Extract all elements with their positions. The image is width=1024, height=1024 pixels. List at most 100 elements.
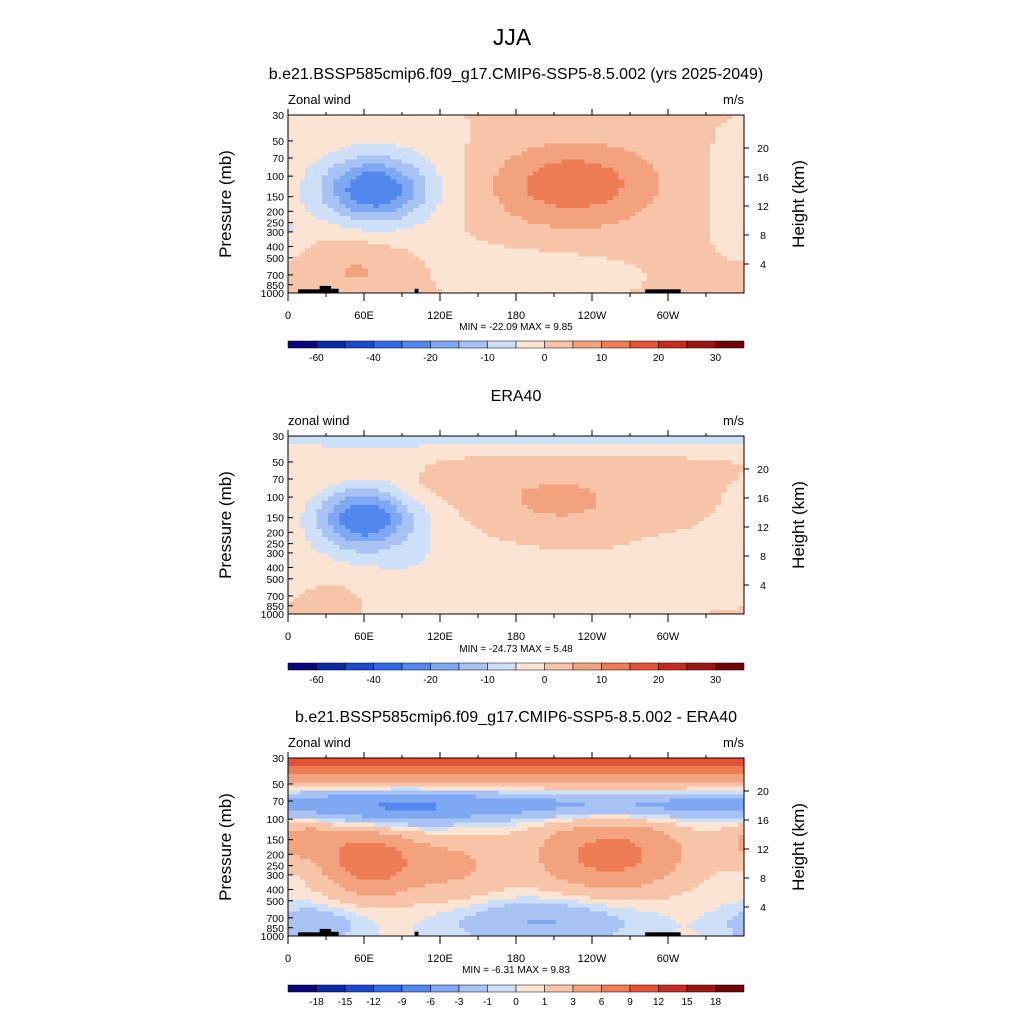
colorbar-box <box>373 340 403 349</box>
contour-cell <box>567 492 574 498</box>
contour-cell <box>419 212 426 217</box>
contour-cell <box>476 460 483 465</box>
contour-cell <box>316 448 323 453</box>
contour-cell <box>675 272 682 278</box>
contour-cell <box>538 147 546 153</box>
contour-cell <box>647 276 654 282</box>
contour-cell <box>510 480 517 486</box>
contour-cell <box>561 139 568 144</box>
contour-cell <box>339 191 346 197</box>
contour-cell <box>510 183 517 189</box>
contour-cell <box>419 228 426 233</box>
contour-cell <box>612 256 620 262</box>
contour-cell <box>527 476 534 482</box>
contour-cell <box>681 123 688 128</box>
contour-cell <box>447 452 454 457</box>
contour-cell <box>441 276 449 282</box>
contour-cell <box>476 208 483 213</box>
contour-cell <box>681 220 688 225</box>
contour-cell <box>419 195 426 201</box>
contour-cell <box>487 468 494 474</box>
contour-cell <box>584 232 591 237</box>
contour-cell <box>738 212 745 217</box>
contour-cell <box>601 268 608 274</box>
contour-cell <box>373 288 380 294</box>
contour-cell <box>367 191 375 197</box>
contour-cell <box>544 460 551 465</box>
contour-cell <box>367 220 375 225</box>
contour-cell <box>687 472 694 478</box>
contour-cell <box>618 272 625 278</box>
contour-cell <box>356 496 363 502</box>
contour-cell <box>595 224 603 229</box>
contour-cell <box>402 216 409 221</box>
contour-cell <box>595 163 603 169</box>
contour-cell <box>407 127 414 132</box>
contour-cell <box>390 175 397 181</box>
contour-cell <box>316 496 323 502</box>
contour-cell <box>510 244 517 250</box>
contour-cell <box>350 216 357 221</box>
contour-cell <box>675 468 682 474</box>
contour-cell <box>447 480 454 486</box>
contour-cell <box>498 151 506 157</box>
contour-cell <box>567 252 574 258</box>
contour-cell <box>675 204 682 209</box>
contour-cell <box>299 248 306 254</box>
contour-cell <box>305 272 312 278</box>
contour-cell <box>669 280 677 286</box>
contour-cell <box>396 115 403 120</box>
contour-cell <box>641 115 648 120</box>
contour-cell <box>630 440 637 445</box>
contour-cell <box>681 179 688 185</box>
contour-cell <box>709 440 717 445</box>
contour-cell <box>390 127 397 132</box>
contour-cell <box>396 127 403 132</box>
contour-cell <box>430 163 437 169</box>
contour-cell <box>538 151 546 157</box>
contour-cell <box>555 123 563 128</box>
contour-cell <box>641 480 648 486</box>
contour-cell <box>573 488 580 494</box>
contour-cell <box>407 163 414 169</box>
contour-cell <box>379 179 386 185</box>
contour-cell <box>669 256 677 262</box>
contour-cell <box>652 183 660 189</box>
contour-cell <box>624 488 631 494</box>
contour-cell <box>584 436 591 441</box>
contour-cell <box>635 163 642 169</box>
contour-cell <box>504 208 511 213</box>
contour-cell <box>601 224 608 229</box>
contour-cell <box>498 260 506 266</box>
contour-cell <box>533 171 540 177</box>
contour-cell <box>681 151 688 157</box>
contour-cell <box>595 280 603 286</box>
contour-cell <box>362 240 369 246</box>
contour-cell <box>612 147 620 153</box>
contour-cell <box>305 448 312 453</box>
contour-cell <box>584 171 591 177</box>
contour-cell <box>305 492 312 498</box>
contour-cell <box>299 175 306 181</box>
contour-cell <box>493 256 500 262</box>
contour-cell <box>652 260 660 266</box>
contour-cell <box>384 131 392 136</box>
contour-cell <box>709 127 717 132</box>
contour-cell <box>715 476 722 482</box>
contour-cell <box>647 448 654 453</box>
contour-cell <box>516 155 523 161</box>
contour-cell <box>527 167 534 173</box>
contour-cell <box>647 119 654 124</box>
contour-cell <box>516 468 523 474</box>
contour-cell <box>624 448 631 453</box>
contour-cell <box>692 208 699 213</box>
contour-cell <box>424 151 432 157</box>
contour-cell <box>527 496 534 502</box>
contour-cell <box>413 260 420 266</box>
contour-cell <box>641 228 648 233</box>
contour-cell <box>333 280 340 286</box>
contour-cell <box>550 264 557 270</box>
contour-cell <box>584 151 591 157</box>
contour-cell <box>624 460 631 465</box>
contour-cell <box>692 228 699 233</box>
